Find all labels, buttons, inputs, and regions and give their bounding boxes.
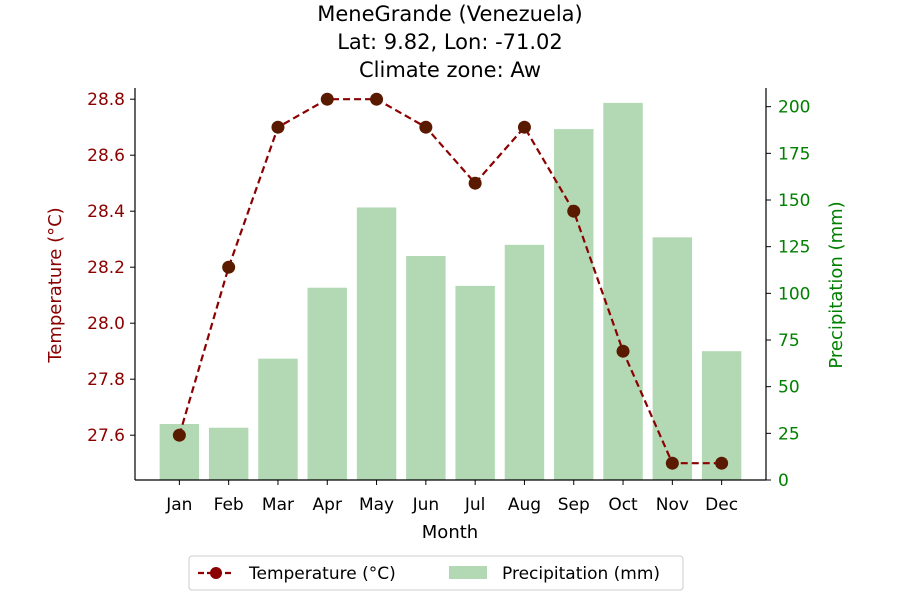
legend-box xyxy=(188,555,684,591)
legend-temperature-marker xyxy=(210,567,222,579)
axes: Jan Feb Mar Apr May Jun Jul Aug Sep Oct Nov Dec 27.6… xyxy=(87,88,810,515)
precipitation-bar-jun xyxy=(406,256,446,480)
y-right-tick-label: 25 xyxy=(778,424,800,444)
y-right-tick-label: 0 xyxy=(778,471,789,491)
x-tick-label-oct: Oct xyxy=(608,495,638,515)
precipitation-bar-sep xyxy=(554,129,594,481)
y-axis-left-label: Temperature (°C) xyxy=(45,207,66,363)
y-left-tick-label: 27.8 xyxy=(87,370,125,390)
y-right-tick-label: 175 xyxy=(778,144,810,164)
x-tick-label-jul: Jul xyxy=(464,495,486,515)
precipitation-bar-jul xyxy=(455,285,495,480)
y-left-tick-label: 27.6 xyxy=(87,426,125,446)
x-tick-label-feb: Feb xyxy=(214,495,244,515)
y-right-tick-label: 200 xyxy=(778,98,810,118)
temperature-point-feb xyxy=(222,260,236,274)
precipitation-bar-oct xyxy=(603,102,643,480)
precipitation-bar-apr xyxy=(307,287,347,480)
precipitation-bar-aug xyxy=(504,244,545,480)
temperature-point-nov xyxy=(665,456,679,470)
y-right-tick-label: 150 xyxy=(778,191,810,211)
temperature-point-mar xyxy=(271,120,285,134)
temperature-point-jun xyxy=(419,120,433,134)
x-tick-label-jun: Jun xyxy=(412,495,440,515)
x-axis-label: Month xyxy=(422,522,478,543)
legend: Temperature (°C) Precipitation (mm) xyxy=(188,555,684,591)
y-left-tick-label: 28.4 xyxy=(87,202,125,222)
x-tick-label-jan: Jan xyxy=(165,495,192,515)
temperature-line xyxy=(178,98,722,465)
legend-precipitation-swatch xyxy=(449,566,487,579)
y-right-tick-label: 100 xyxy=(778,284,810,304)
precipitation-bar-may xyxy=(356,207,397,480)
legend-temperature-label: Temperature (°C) xyxy=(248,564,396,584)
y-left-tick-label: 28.6 xyxy=(87,146,125,166)
temperature-point-oct xyxy=(616,344,630,358)
chart-title-line-2: Lat: 9.82, Lon: -71.02 xyxy=(337,30,563,54)
chart-title-line-3: Climate zone: Aw xyxy=(359,58,541,82)
x-tick-label-apr: Apr xyxy=(313,495,342,515)
x-tick-label-aug: Aug xyxy=(508,495,541,515)
x-tick-label-may: May xyxy=(359,495,394,515)
temperature-point-apr xyxy=(320,92,334,106)
temperature-point-may xyxy=(370,92,384,106)
temperature-point-aug xyxy=(517,120,531,134)
legend-precipitation-label: Precipitation (mm) xyxy=(502,564,660,584)
x-tick-label-dec: Dec xyxy=(705,495,738,515)
temperature-line-group xyxy=(172,92,729,470)
precipitation-bar-nov xyxy=(652,237,693,480)
temperature-point-dec xyxy=(715,456,729,470)
y-axis-right-label: Precipitation (mm) xyxy=(826,201,847,368)
temperature-point-jul xyxy=(468,176,482,190)
y-right-tick-label: 50 xyxy=(778,378,800,398)
temperature-point-jan xyxy=(172,428,186,442)
chart-title-line-1: MeneGrande (Venezuela) xyxy=(317,2,583,26)
y-right-tick-label: 125 xyxy=(778,238,810,258)
precipitation-bar-feb xyxy=(208,427,249,480)
y-right-tick-label: 75 xyxy=(778,331,800,351)
x-tick-label-sep: Sep xyxy=(558,495,590,515)
x-tick-label-nov: Nov xyxy=(656,495,689,515)
y-left-tick-label: 28.8 xyxy=(87,90,125,110)
precipitation-bar-mar xyxy=(258,358,298,480)
temperature-point-sep xyxy=(567,204,581,218)
y-left-tick-label: 28.0 xyxy=(87,314,125,334)
x-tick-label-mar: Mar xyxy=(262,495,294,515)
precipitation-bars xyxy=(159,102,742,481)
y-left-tick-label: 28.2 xyxy=(87,258,125,278)
